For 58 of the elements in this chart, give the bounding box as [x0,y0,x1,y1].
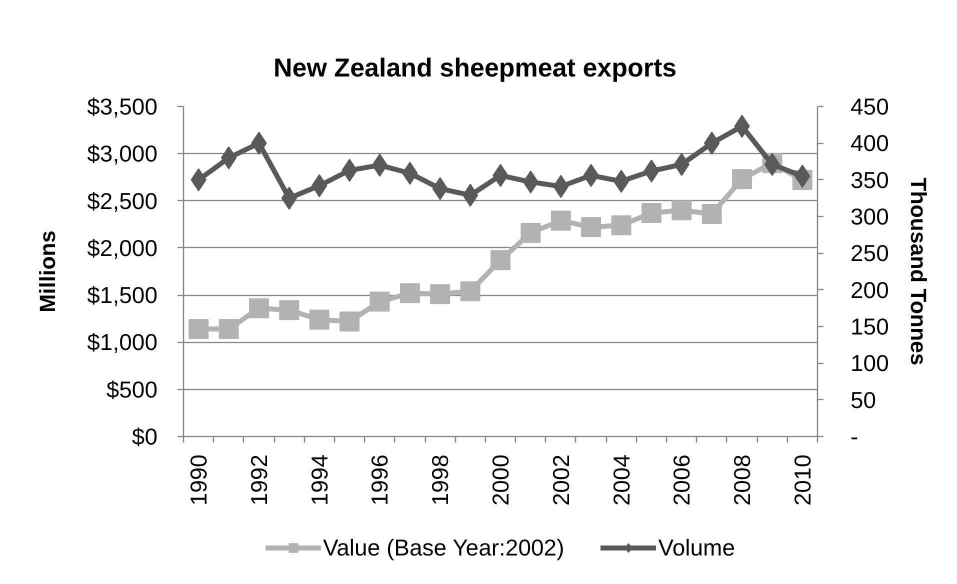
point [550,210,571,231]
point [702,204,722,224]
y-tick-label: $500 [106,376,158,402]
point [340,311,360,332]
chart-title: New Zealand sheepmeat exports [274,52,677,82]
x-tick-label: 2008 [729,454,756,506]
legend-label: Volume [658,534,735,561]
point [400,283,420,304]
x-tick-label: 1996 [366,454,393,506]
y-tick-label: $3,500 [87,94,158,120]
point [248,298,269,318]
point [672,200,692,220]
point [732,169,752,190]
point [430,284,450,304]
y2-tick-label: 400 [850,130,889,156]
x-tick-label: 2010 [789,454,816,506]
y2-tick-label: - [850,424,858,450]
point [370,292,390,312]
point [581,217,602,238]
y2-tick-label: 350 [850,166,889,193]
y2-tick-label: 200 [850,276,889,303]
y2-tick-label: 250 [850,240,889,266]
y2-tick-label: 100 [850,350,889,376]
y2-tick-label: 150 [850,314,889,340]
y2-axis-title: Thousand Tonnes [906,178,931,366]
x-tick-label: 2000 [488,454,514,506]
point [460,281,480,302]
y-tick-label: $3,000 [87,140,158,167]
point [520,222,541,243]
point [220,146,237,170]
x-tick-label: 1998 [427,454,454,506]
y2-tick-label: 50 [850,386,876,413]
y-tick-label: $2,000 [87,234,158,261]
x-tick-label: 1994 [306,454,332,506]
y-tick-label: $1,000 [87,329,158,356]
point [462,184,478,207]
y-tick-label: $0 [132,424,158,450]
point [372,154,388,177]
x-tick-label: 2004 [608,454,634,506]
point [309,310,330,330]
point [490,250,510,270]
y2-tick-label: 300 [850,204,889,230]
y-axis-title: Millions [35,230,60,312]
point [218,319,239,340]
point [188,319,209,340]
point [641,203,662,224]
x-tick-label: 1990 [186,454,212,506]
point [522,170,539,194]
x-tick-label: 1992 [246,454,272,506]
legend-label: Value (Base Year:2002) [323,534,564,561]
point [279,300,300,320]
y2-tick-label: 450 [850,94,889,120]
point [613,170,630,193]
x-tick-label: 2002 [548,454,574,506]
y-tick-label: $2,500 [87,188,158,214]
y-tick-label: $1,500 [87,282,158,308]
point [611,215,632,236]
x-tick-label: 2006 [668,454,695,506]
